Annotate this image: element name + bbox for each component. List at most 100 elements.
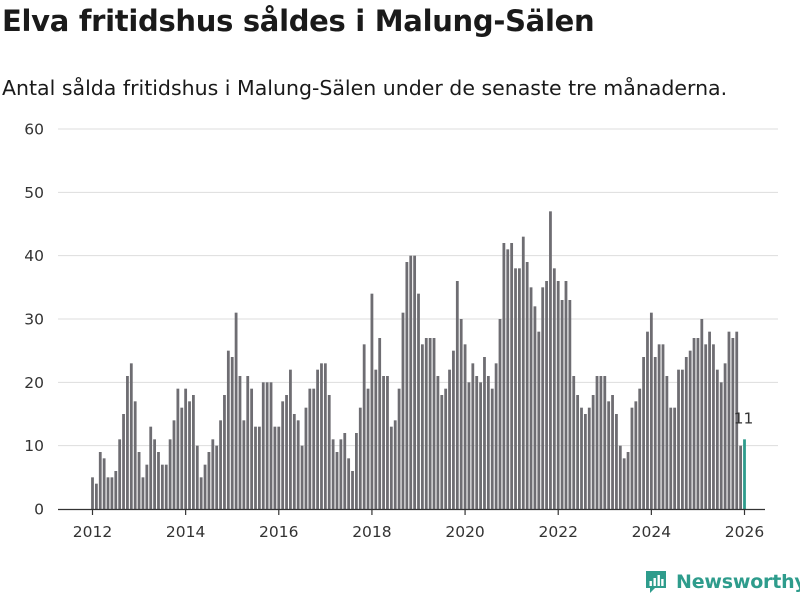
bar (389, 426, 393, 509)
bar (580, 407, 583, 509)
bar (653, 357, 657, 509)
bar (180, 407, 184, 509)
bar (583, 414, 587, 509)
bar (362, 344, 366, 509)
bar (459, 319, 463, 509)
bar (323, 363, 327, 509)
bar (211, 439, 215, 509)
bar (541, 287, 545, 509)
bar (549, 211, 552, 510)
newsworthy-logo: Newsworthy (644, 569, 800, 595)
bar (506, 249, 510, 510)
bar (320, 363, 323, 509)
bar (521, 236, 525, 509)
bar (673, 407, 677, 509)
bar (642, 357, 645, 509)
bar (618, 445, 622, 509)
bar (611, 395, 614, 509)
bar (440, 395, 444, 509)
bar (308, 388, 312, 509)
bar (591, 395, 595, 509)
bar (712, 344, 715, 509)
bar (537, 331, 541, 509)
bar-latest (743, 439, 746, 509)
bar (661, 344, 665, 509)
y-tick-label: 10 (24, 437, 44, 455)
bar (343, 433, 347, 509)
newsworthy-logo-icon (646, 571, 666, 593)
bar (428, 338, 432, 509)
bar (413, 255, 417, 509)
bar (657, 344, 661, 509)
bar (688, 350, 692, 509)
bar (424, 338, 428, 509)
data-labels: 11 (734, 409, 754, 427)
x-tick-label: 2024 (632, 523, 671, 541)
x-tick-label: 2020 (445, 523, 484, 541)
bar (355, 433, 358, 509)
bar (483, 357, 486, 509)
bar (731, 338, 735, 509)
bar (242, 420, 246, 509)
bars (91, 211, 746, 510)
bar (312, 388, 316, 509)
bar (397, 388, 401, 509)
bar (444, 388, 448, 509)
bar (192, 395, 195, 509)
bar (471, 363, 475, 509)
bar (622, 458, 626, 509)
bar (529, 287, 533, 509)
bar (704, 344, 708, 509)
bar (230, 357, 234, 509)
bar (463, 344, 467, 509)
bar (719, 382, 723, 509)
bar (223, 395, 226, 509)
x-tick-label: 2026 (725, 523, 764, 541)
bar (572, 376, 576, 509)
bar (126, 376, 129, 509)
bar (207, 452, 211, 509)
bar (289, 369, 292, 509)
bar (681, 369, 684, 509)
y-axis-ticks: 0 10 20 30 40 50 60 (24, 121, 44, 519)
bar (164, 464, 168, 509)
bar (335, 452, 339, 509)
bar (607, 401, 611, 509)
bar (261, 382, 265, 509)
bar (723, 363, 727, 509)
bar (153, 439, 156, 509)
bar (409, 255, 413, 509)
bar (649, 312, 653, 509)
bar (366, 388, 370, 509)
bar (638, 388, 642, 509)
bar (564, 281, 568, 509)
bar (277, 426, 281, 509)
bar (514, 268, 517, 509)
y-tick-label: 0 (34, 501, 44, 519)
bar (137, 452, 141, 509)
bar (498, 319, 502, 509)
y-tick-label: 60 (24, 121, 44, 139)
bar (160, 464, 164, 509)
bar (195, 445, 199, 509)
bar (467, 382, 471, 509)
bar (556, 281, 560, 509)
bar (603, 376, 607, 509)
bar (122, 414, 125, 509)
y-tick-label: 50 (24, 184, 44, 202)
bar (141, 477, 145, 509)
bar (316, 369, 319, 509)
newsworthy-logo-text: Newsworthy (676, 571, 800, 593)
bar (114, 471, 118, 509)
y-tick-label: 30 (24, 311, 44, 329)
bar (339, 439, 343, 509)
bar (331, 439, 335, 509)
chart-subtitle: Antal sålda fritidshus i Malung-Sälen un… (2, 76, 728, 100)
bar (455, 281, 459, 509)
bar (184, 388, 188, 509)
bar (436, 376, 440, 509)
bar (700, 319, 704, 509)
bar (386, 376, 389, 509)
bar (188, 401, 191, 509)
bar (533, 306, 537, 509)
